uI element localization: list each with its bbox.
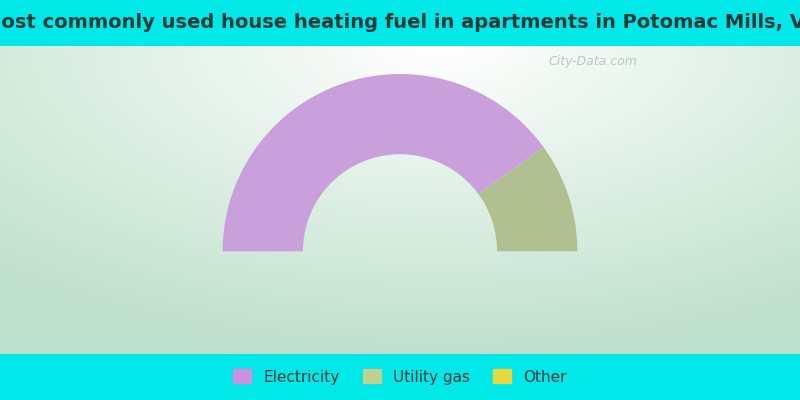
Legend: Electricity, Utility gas, Other: Electricity, Utility gas, Other [226, 363, 574, 391]
Text: Most commonly used house heating fuel in apartments in Potomac Mills, VA: Most commonly used house heating fuel in… [0, 14, 800, 32]
Text: City-Data.com: City-Data.com [548, 55, 637, 68]
Polygon shape [478, 147, 578, 251]
Polygon shape [222, 74, 543, 251]
